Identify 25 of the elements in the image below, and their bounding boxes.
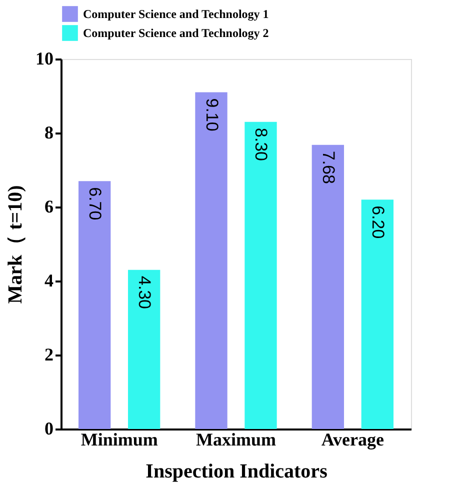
x-axis-title: Inspection Indicators bbox=[146, 460, 328, 482]
y-axis-title: Mark（ t=10) bbox=[4, 185, 26, 304]
bar bbox=[78, 181, 111, 429]
data-label: 6.70 bbox=[86, 187, 105, 220]
data-label: 6.20 bbox=[368, 206, 388, 239]
y-tick-label: 0 bbox=[44, 418, 54, 438]
y-tick-label: 4 bbox=[44, 270, 54, 290]
y-tick-label: 6 bbox=[44, 196, 54, 216]
legend-label: Computer Science and Technology 1 bbox=[83, 7, 269, 21]
data-label: 7.68 bbox=[318, 150, 338, 184]
y-tick-label: 8 bbox=[44, 122, 54, 142]
x-tick-label: Maximum bbox=[196, 430, 276, 450]
bar bbox=[361, 200, 394, 429]
bar bbox=[312, 144, 344, 429]
x-tick-label: Minimum bbox=[80, 430, 158, 450]
y-tick-label: 10 bbox=[36, 48, 54, 68]
bar bbox=[128, 270, 160, 429]
legend-label: Computer Science and Technology 2 bbox=[83, 26, 269, 40]
x-tick-label: Average bbox=[321, 430, 384, 450]
data-label: 8.30 bbox=[252, 128, 271, 161]
data-label: 9.10 bbox=[202, 98, 222, 132]
y-tick-label: 2 bbox=[44, 344, 54, 364]
data-label: 4.30 bbox=[135, 276, 154, 309]
bar bbox=[244, 122, 277, 429]
bar bbox=[195, 92, 228, 429]
